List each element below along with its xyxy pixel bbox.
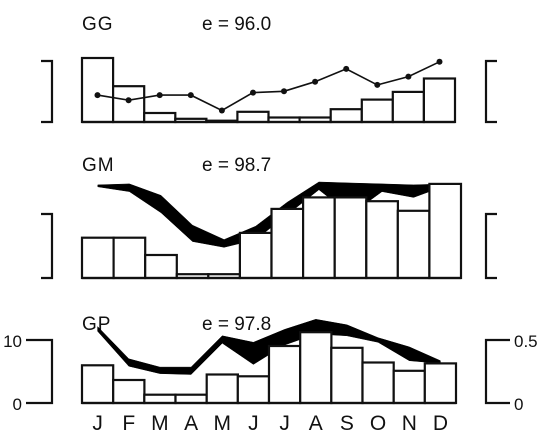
bar-gp-4 <box>174 393 208 405</box>
bar-gp-7 <box>267 344 302 405</box>
bar-gp-11 <box>392 369 427 405</box>
bars-gm <box>80 182 463 280</box>
series-point-gg-8 <box>312 78 319 85</box>
panel-label-gg: GG <box>82 14 114 35</box>
left-bracket-gm <box>41 212 54 280</box>
month-label-10: O <box>370 412 386 435</box>
month-label-5: M <box>214 412 232 435</box>
right-bracket-gg <box>484 59 497 124</box>
bar-gp-12 <box>423 362 458 405</box>
series-point-gg-1 <box>94 92 101 99</box>
month-label-11: N <box>402 412 417 435</box>
series-point-gg-11 <box>405 73 412 80</box>
bar-gm-8 <box>302 196 336 280</box>
panel-label-gm: GM <box>82 155 115 176</box>
series-point-gg-5 <box>218 107 225 114</box>
bar-gm-11 <box>396 209 431 280</box>
right-tick-bottom-gp: 0 <box>514 395 523 414</box>
month-label-8: A <box>309 412 323 435</box>
bar-gp-8 <box>299 331 333 405</box>
series-point-gg-2 <box>125 97 132 104</box>
bar-gp-10 <box>361 361 395 405</box>
series-point-gg-3 <box>156 92 163 99</box>
left-tick-top-gp: 10 <box>3 332 22 351</box>
month-label-12: D <box>433 412 448 435</box>
left-axis-gp <box>26 338 54 405</box>
bar-gm-12 <box>428 182 463 280</box>
efficiency-gm: e = 98.7 <box>202 155 271 176</box>
month-label-7: J <box>279 412 290 435</box>
left-tick-bottom-gp: 0 <box>13 395 22 414</box>
efficiency-gg: e = 96.0 <box>202 14 271 35</box>
right-axis-gp <box>484 338 510 405</box>
bar-gp-9 <box>330 346 364 405</box>
bar-gp-1 <box>80 364 115 405</box>
series-point-gg-6 <box>250 89 256 96</box>
series-line-gg <box>97 61 440 112</box>
month-label-2: F <box>122 412 135 435</box>
bar-gg-10 <box>360 98 394 124</box>
series-point-gg-10 <box>374 81 381 88</box>
month-label-9: S <box>340 412 354 435</box>
series-point-gg-9 <box>343 65 350 72</box>
panel-label-gp: GP <box>82 314 111 335</box>
bar-gg-12 <box>422 77 457 124</box>
bar-gp-5 <box>205 373 239 405</box>
bar-gm-6 <box>238 231 273 280</box>
month-label-4: A <box>184 412 198 435</box>
bar-gm-9 <box>333 196 368 280</box>
month-label-1: J <box>92 412 103 435</box>
bar-gm-10 <box>365 200 399 280</box>
bar-gm-7 <box>270 207 305 280</box>
bar-gg-6 <box>236 110 270 124</box>
bar-gg-11 <box>391 90 425 124</box>
right-bracket-gm <box>484 212 497 280</box>
right-tick-top-gp: 0.5 <box>514 332 538 351</box>
series-point-gg-7 <box>281 88 287 95</box>
bar-gg-2 <box>111 85 146 124</box>
bars-gg <box>80 56 457 124</box>
bar-gg-1 <box>80 56 115 124</box>
bar-gm-1 <box>80 236 115 280</box>
month-label-6: J <box>248 412 259 435</box>
bar-gp-6 <box>236 375 271 405</box>
bar-gg-3 <box>143 111 177 124</box>
series-point-gg-12 <box>436 58 443 65</box>
bar-gm-3 <box>144 253 178 280</box>
line-gg <box>94 58 443 114</box>
series-point-gg-4 <box>187 92 194 99</box>
efficiency-gp: e = 97.8 <box>202 314 271 335</box>
left-bracket-gg <box>41 59 54 124</box>
month-label-3: M <box>151 412 169 435</box>
bar-gg-9 <box>329 108 363 124</box>
bar-gm-2 <box>112 236 147 280</box>
bar-gp-2 <box>112 378 146 405</box>
bar-gp-3 <box>143 393 177 405</box>
